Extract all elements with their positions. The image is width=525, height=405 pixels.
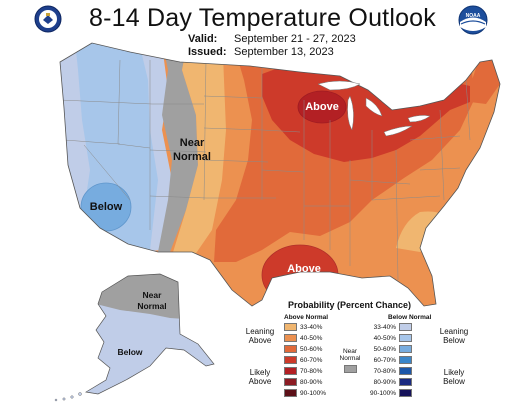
- page-title: 8-14 Day Temperature Outlook: [89, 4, 436, 32]
- legend-likely-above: Likely Above: [248, 368, 272, 386]
- legend-swatch-label: 70-80%: [373, 367, 396, 375]
- legend: Probability (Percent Chance) Above Norma…: [240, 300, 470, 404]
- conus-region: [60, 43, 500, 306]
- legend-swatch: [399, 334, 412, 342]
- above-33-40-region: [170, 43, 226, 262]
- noaa-logo-icon: NOAA: [458, 5, 488, 35]
- state-boundaries: [60, 59, 471, 281]
- legend-leaning-below: Leaning Below: [439, 327, 469, 345]
- legend-row: 40-50%: [370, 334, 412, 342]
- legend-swatch-label: 80-90%: [373, 378, 396, 386]
- date-block: Valid: September 21 - 27, 2023 Issued: Sep…: [188, 33, 356, 58]
- label-near-normal-2: Normal: [173, 151, 211, 163]
- legend-row: 70-80%: [284, 367, 322, 375]
- legend-swatch-label: 40-50%: [373, 334, 396, 342]
- label-above-south: Above: [287, 263, 321, 275]
- legend-near-swatch: [344, 365, 357, 373]
- legend-near-normal: Near Normal: [339, 348, 361, 362]
- legend-below-header: Below Normal: [388, 314, 432, 321]
- legend-swatch: [399, 356, 412, 364]
- label-below-west: Below: [90, 201, 123, 213]
- legend-swatch: [284, 323, 297, 331]
- above-60-70-south-region: [261, 244, 339, 306]
- legend-row: 60-70%: [370, 356, 412, 364]
- legend-swatch-label: 33-40%: [373, 323, 396, 331]
- legend-swatch-label: 40-50%: [300, 334, 323, 342]
- above-70-80-region: [297, 90, 347, 124]
- aleutian-islands: [54, 392, 82, 402]
- legend-swatch: [284, 367, 297, 375]
- legend-swatch: [399, 389, 412, 397]
- legend-swatch: [284, 356, 297, 364]
- legend-likely-below: Likely Below: [443, 368, 465, 386]
- near-normal-region: [158, 43, 198, 252]
- great-lakes: [317, 80, 431, 137]
- legend-row: 90-100%: [370, 389, 412, 397]
- legend-swatch: [399, 323, 412, 331]
- alaska-outline: [85, 273, 215, 395]
- legend-swatch-label: 90-100%: [370, 389, 397, 397]
- legend-swatch-label: 60-70%: [373, 356, 396, 364]
- map-labels: Above Near Normal Below Above Near Norma…: [90, 101, 339, 357]
- label-above-north: Above: [305, 101, 339, 113]
- legend-row: 40-50%: [284, 334, 322, 342]
- legend-row: 50-60%: [370, 345, 412, 353]
- label-alaska-near-1: Near: [143, 290, 163, 300]
- legend-swatch: [284, 378, 297, 386]
- legend-swatch-label: 60-70%: [300, 356, 323, 364]
- legend-row: 80-90%: [370, 378, 412, 386]
- legend-swatch-label: 70-80%: [300, 367, 323, 375]
- legend-row: 70-80%: [370, 367, 412, 375]
- legend-row: 33-40%: [370, 323, 412, 331]
- legend-above-header: Above Normal: [284, 314, 329, 321]
- legend-swatch-label: 50-60%: [373, 345, 396, 353]
- conus-outline: [59, 42, 501, 307]
- legend-swatch: [399, 367, 412, 375]
- legend-row: 90-100%: [284, 389, 326, 397]
- legend-swatch-label: 50-60%: [300, 345, 323, 353]
- label-alaska-below: Below: [117, 347, 142, 357]
- legend-swatch: [284, 389, 297, 397]
- issued-date: September 13, 2023: [234, 45, 334, 58]
- issued-label: Issued:: [188, 45, 227, 58]
- label-near-normal-1: Near: [180, 137, 205, 149]
- legend-swatch: [284, 345, 297, 353]
- legend-row: 60-70%: [284, 356, 322, 364]
- valid-dates: September 21 - 27, 2023: [234, 33, 356, 45]
- legend-swatch: [284, 334, 297, 342]
- legend-title: Probability (Percent Chance): [288, 300, 412, 310]
- legend-swatch: [399, 378, 412, 386]
- legend-row: 80-90%: [284, 378, 322, 386]
- doc-seal-icon: [34, 5, 62, 33]
- legend-swatch: [399, 345, 412, 353]
- label-alaska-near-2: Normal: [137, 301, 166, 311]
- above-50-60-ne-region: [470, 56, 500, 104]
- legend-swatch-label: 33-40%: [300, 323, 323, 331]
- legend-row: 33-40%: [284, 323, 322, 331]
- legend-swatch-label: 90-100%: [300, 389, 327, 397]
- noaa-logo-text: NOAA: [466, 13, 481, 19]
- legend-row: 50-60%: [284, 345, 322, 353]
- valid-label: Valid:: [188, 33, 218, 45]
- legend-swatch-label: 80-90%: [300, 378, 323, 386]
- legend-leaning-above: Leaning Above: [245, 327, 275, 345]
